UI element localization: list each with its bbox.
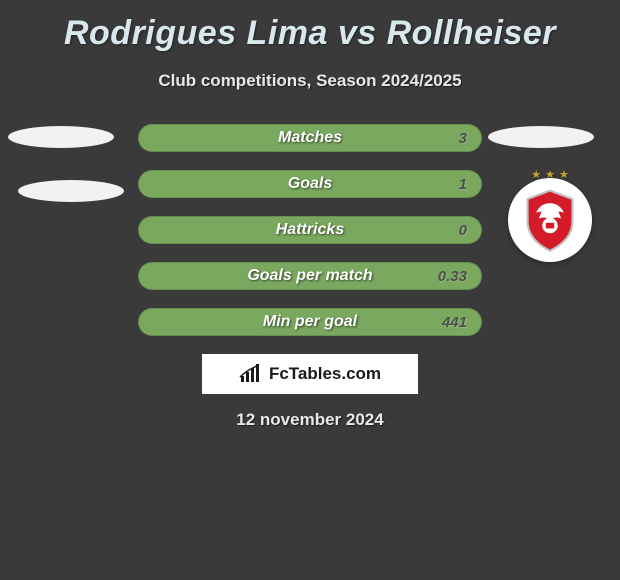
star-icon: ★ (531, 168, 541, 181)
stats-comparison-block: Matches 3 Goals 1 Hattricks 0 Goals per match 0… (138, 124, 482, 354)
stat-label: Min per goal (263, 313, 357, 331)
stat-value-right: 3 (459, 130, 467, 147)
star-icon: ★ (545, 168, 555, 181)
stat-value-right: 1 (459, 176, 467, 193)
stat-value-right: 0.33 (438, 268, 467, 285)
stat-row: Goals 1 (138, 170, 482, 198)
page-subtitle: Club competitions, Season 2024/2025 (0, 71, 620, 91)
player-placeholder-ellipse (488, 126, 594, 148)
fctables-text: FcTables.com (269, 364, 381, 384)
crest-stars: ★ ★ ★ (531, 168, 569, 181)
stat-row: Hattricks 0 (138, 216, 482, 244)
stat-label: Matches (278, 129, 342, 147)
stat-row: Min per goal 441 (138, 308, 482, 336)
player-placeholder-ellipse (8, 126, 114, 148)
stat-value-right: 441 (442, 314, 467, 331)
star-icon: ★ (559, 168, 569, 181)
crest-shield-icon (515, 185, 585, 255)
stat-label: Hattricks (276, 221, 344, 239)
fctables-badge: FcTables.com (202, 354, 418, 394)
stat-value-right: 0 (459, 222, 467, 239)
stat-label: Goals (288, 175, 332, 193)
bar-chart-icon (239, 364, 263, 384)
date-stamp: 12 november 2024 (0, 410, 620, 430)
club-crest-benfica: ★ ★ ★ (508, 178, 592, 262)
player-placeholder-ellipse (18, 180, 124, 202)
page-title: Rodrigues Lima vs Rollheiser (0, 0, 620, 53)
stat-label: Goals per match (247, 267, 372, 285)
stat-row: Goals per match 0.33 (138, 262, 482, 290)
stat-row: Matches 3 (138, 124, 482, 152)
